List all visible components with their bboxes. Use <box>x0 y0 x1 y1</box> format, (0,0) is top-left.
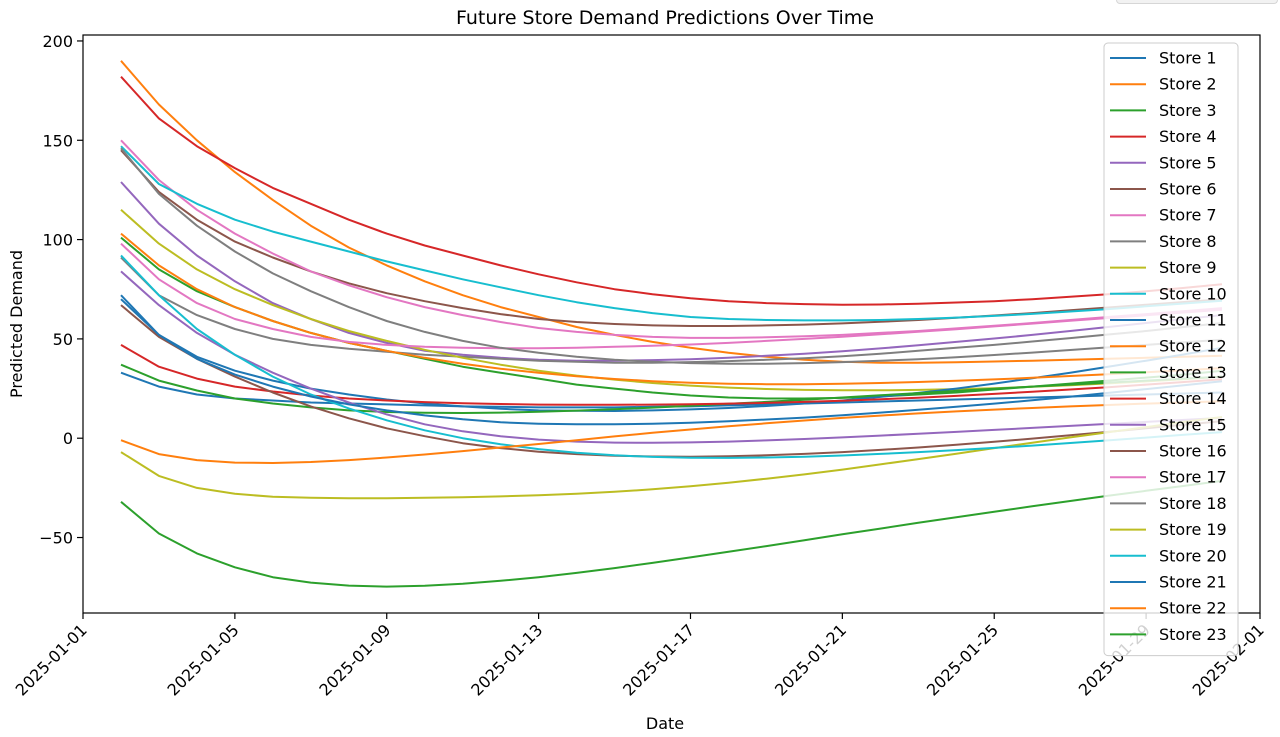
legend-label: Store 17 <box>1159 468 1227 487</box>
series-line-store-10 <box>120 145 1223 322</box>
series-line-store-13 <box>120 363 1223 414</box>
series-line-store-2 <box>120 60 1223 364</box>
legend-label: Store 11 <box>1159 311 1227 330</box>
legend-label: Store 16 <box>1159 442 1227 461</box>
series-line-store-20 <box>120 254 1223 459</box>
legend-label: Store 12 <box>1159 337 1227 356</box>
legend-label: Store 18 <box>1159 494 1227 513</box>
x-tick-label: 2025-01-13 <box>467 620 546 699</box>
series-line-store-6 <box>120 149 1223 327</box>
legend-label: Store 23 <box>1159 625 1227 644</box>
legend-label: Store 13 <box>1159 363 1227 382</box>
y-tick-label: 200 <box>42 32 73 51</box>
y-tick-label: 150 <box>42 131 73 150</box>
y-tick-label: −50 <box>39 529 73 548</box>
chart-title: Future Store Demand Predictions Over Tim… <box>456 7 874 29</box>
legend-label: Store 2 <box>1159 75 1217 94</box>
x-tick-label: 2025-01-21 <box>771 620 850 699</box>
x-axis-label: Date <box>646 714 684 733</box>
series-line-store-4 <box>120 76 1223 306</box>
series-line-store-15 <box>120 270 1223 444</box>
legend-label: Store 3 <box>1159 101 1217 120</box>
series-line-store-16 <box>120 304 1223 458</box>
legend-label: Store 6 <box>1159 180 1217 199</box>
legend-label: Store 5 <box>1159 153 1217 172</box>
x-tick-label: 2025-01-17 <box>619 620 698 699</box>
series-line-store-19 <box>120 416 1223 500</box>
legend-label: Store 20 <box>1159 546 1227 565</box>
series-line-store-17 <box>120 242 1223 350</box>
y-tick-label: 50 <box>53 330 73 349</box>
x-tick-label: 2025-01-01 <box>12 620 91 699</box>
legend-label: Store 14 <box>1159 389 1227 408</box>
legend-label: Store 1 <box>1159 49 1217 68</box>
legend-label: Store 15 <box>1159 415 1227 434</box>
series-line-store-23 <box>120 479 1223 588</box>
x-tick-label: 2025-01-25 <box>923 620 1002 699</box>
legend-label: Store 19 <box>1159 520 1227 539</box>
axis-ticks: 200 150 100 50 0 −50 2025-01-01 2025-01-05 2025-… <box>12 32 1268 700</box>
y-tick-label: 0 <box>63 429 73 448</box>
series-line-store-22 <box>120 400 1223 464</box>
y-axis-label: Predicted Demand <box>7 250 26 398</box>
legend-label: Store 8 <box>1159 232 1217 251</box>
plot-frame <box>82 34 1261 614</box>
y-tick-label: 100 <box>42 231 73 250</box>
series-layer <box>120 60 1223 588</box>
legend-label: Store 21 <box>1159 573 1227 592</box>
x-tick-label: 2025-01-09 <box>315 620 394 699</box>
legend-label: Store 22 <box>1159 599 1227 618</box>
series-line-store-18 <box>120 147 1223 365</box>
series-line-store-21 <box>120 294 1223 426</box>
series-line-store-12 <box>120 232 1223 386</box>
legend-label: Store 7 <box>1159 206 1217 225</box>
legend: Store 1 Store 2 Store 3 Store 4 Store 5 Store… <box>1103 42 1239 657</box>
legend-label: Store 4 <box>1159 127 1217 146</box>
x-tick-label: 2025-01-05 <box>164 620 243 699</box>
legend-label: Store 9 <box>1159 258 1217 277</box>
legend-label: Store 10 <box>1159 284 1227 303</box>
